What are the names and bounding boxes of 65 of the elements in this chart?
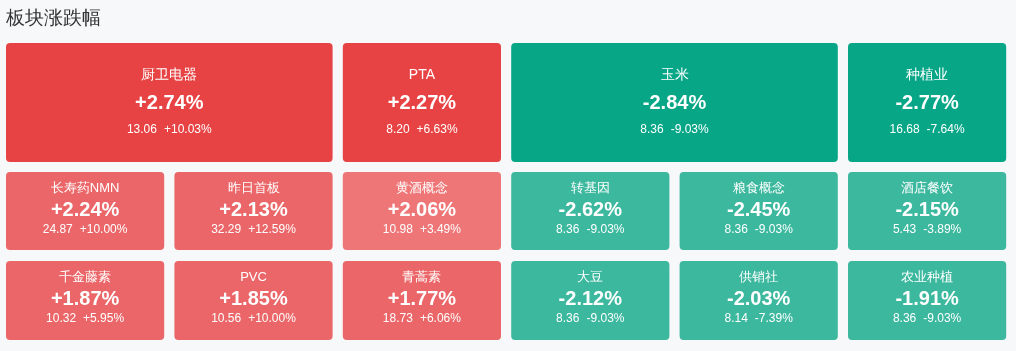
data-label: 8.36 (892, 311, 917, 326)
data-label: 18.73 (382, 311, 414, 326)
data-label: 24.87 (42, 222, 74, 237)
data-label: 5.43 (892, 222, 917, 237)
data-label: +2.27% (387, 90, 457, 113)
data-label: -2.77% (895, 90, 959, 113)
category-label: 厨卫电器 (141, 65, 198, 82)
category-label: 千金藤素 (59, 268, 112, 284)
data-label: -7.39% (754, 311, 794, 326)
category-label: PVC (240, 268, 267, 284)
data-label: +2.13% (219, 197, 288, 220)
data-label: +12.59% (248, 222, 297, 237)
category-label: PTA (408, 65, 436, 82)
category-label: 酒店餐饮 (901, 179, 954, 195)
data-label: +2.06% (387, 197, 457, 220)
data-label: -9.03% (754, 222, 794, 237)
data-label: +10.00% (79, 222, 128, 237)
data-label: -2.84% (642, 90, 707, 113)
data-label: 32.29 (211, 222, 242, 237)
data-label: 8.20 (386, 122, 410, 137)
data-label: 16.68 (889, 122, 920, 137)
data-label: 8.36 (724, 222, 749, 237)
data-label: -2.03% (727, 286, 791, 309)
category-label: 玉米 (660, 65, 689, 82)
data-label: +2.74% (135, 90, 204, 113)
category-label: 种植业 (906, 65, 949, 82)
data-label: -2.45% (727, 197, 791, 220)
category-label: 供销社 (739, 268, 779, 284)
text: 板块涨跌幅 (6, 6, 101, 30)
data-label: -7.64% (926, 122, 965, 137)
category-label: 农业种植 (901, 268, 954, 284)
data-label: 8.36 (556, 222, 580, 237)
data-label: 10.56 (211, 311, 242, 326)
data-label: -9.03% (586, 222, 625, 237)
data-label: 8.36 (640, 122, 664, 137)
data-label: 13.06 (126, 122, 158, 137)
data-label: -2.12% (558, 286, 623, 309)
data-label: +6.63% (416, 122, 458, 137)
category-label: 转基因 (570, 179, 610, 195)
data-label: -9.03% (923, 311, 962, 326)
data-label: +6.06% (419, 311, 462, 326)
category-label: 昨日首板 (227, 179, 280, 195)
data-label: -3.89% (923, 222, 962, 237)
data-label: 8.14 (724, 311, 749, 326)
data-label: -1.91% (895, 286, 959, 309)
data-label: 8.36 (556, 311, 580, 326)
data-label: +1.85% (219, 286, 288, 309)
category-label: 黄酒概念 (395, 179, 448, 195)
data-label: -9.03% (586, 311, 625, 326)
data-label: 10.98 (382, 222, 414, 237)
data-label: +1.87% (50, 286, 120, 309)
category-label: 大豆 (577, 268, 604, 284)
data-label: +3.49% (419, 222, 462, 237)
category-label: 长寿药NMN (50, 179, 120, 195)
data-label: -2.15% (895, 197, 959, 220)
category-label: 粮食概念 (732, 179, 785, 195)
data-label: +10.00% (248, 311, 297, 326)
data-label: +1.77% (387, 286, 457, 309)
data-label: -2.62% (558, 197, 623, 220)
category-label: 青蒿素 (402, 268, 442, 284)
data-label: -9.03% (670, 122, 710, 137)
data-label: +5.95% (83, 311, 125, 326)
data-label: +10.03% (163, 122, 212, 137)
data-label: +2.24% (50, 197, 120, 220)
data-label: 10.32 (46, 311, 77, 326)
